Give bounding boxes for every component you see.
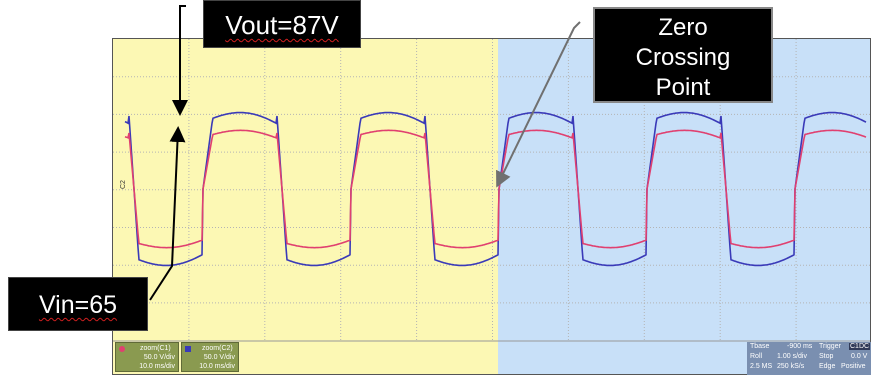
zero-crossing-line2: Crossing [635, 44, 731, 71]
left-region-bg [113, 39, 498, 374]
tbase-value: -900 ms [787, 343, 813, 350]
channel2-color-swatch [185, 346, 191, 352]
channel1-vdiv: 50.0 V/div [143, 354, 175, 361]
vin-callout: Vin=65 [8, 277, 148, 331]
trigger-chip: C1DC [849, 343, 871, 350]
vout-label: Vout=87V [225, 10, 339, 40]
roll-label: Roll [750, 353, 763, 360]
grid [113, 39, 870, 342]
timebase-trigger-panel[interactable]: Tbase -900 ms Trigger C1DC Roll 1.00 s/d… [747, 342, 871, 375]
trigger-label: Trigger [819, 343, 841, 350]
vin-label: Vin=65 [38, 291, 118, 319]
zero-crossing-line1: Zero [658, 14, 708, 41]
channel2-tdiv: 10.0 ms/div [199, 363, 235, 370]
vin-trace [124, 129, 867, 249]
vout-callout: Vout=87V [203, 0, 361, 48]
channel2-descriptor[interactable]: zoom(C2) 50.0 V/div 10.0 ms/div [181, 342, 239, 372]
channel1-descriptor[interactable]: zoom(C1) 50.0 V/div 10.0 ms/div [115, 342, 179, 372]
axis-marker: C2 [120, 180, 127, 189]
zero-crossing-callout: Zero Crossing Point [593, 7, 773, 103]
zero-crossing-line3: Point [655, 74, 711, 101]
channel2-vdiv: 50.0 V/div [203, 354, 235, 361]
channel1-color-swatch [119, 346, 125, 352]
stop-value: 0.0 V [851, 353, 868, 360]
roll-value: 1.00 s/div [777, 353, 807, 360]
traces [124, 111, 867, 267]
tbase-label: Tbase [750, 343, 770, 350]
channel1-tdiv: 10.0 ms/div [139, 363, 175, 370]
stop-label: Stop [819, 353, 834, 360]
channel2-name: zoom(C2) [202, 345, 233, 352]
rate-value: 250 kS/s [777, 363, 805, 370]
channel1-name: zoom(C1) [140, 345, 171, 352]
samples-value: 2.5 MS [750, 363, 773, 370]
edge-label: Edge [819, 363, 836, 370]
vout-trace [124, 111, 867, 267]
edge-value: Positive [841, 363, 866, 370]
